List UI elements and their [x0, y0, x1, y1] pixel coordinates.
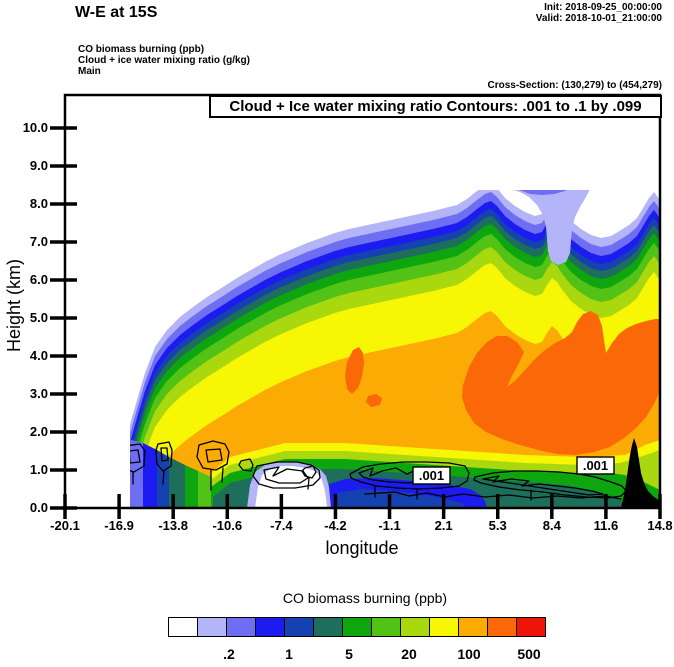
cloud-dot-mid2: [304, 155, 310, 159]
x-tick-label: 5.3: [488, 518, 507, 533]
legend-cell-11: [487, 617, 517, 637]
legend-cell-10: [458, 617, 488, 637]
legend-cell-3: [255, 617, 285, 637]
legend-cell-7: [371, 617, 401, 637]
legend-cell-6: [342, 617, 372, 637]
x-tick-label: 8.4: [542, 518, 561, 533]
legend-label: .2: [223, 646, 235, 662]
x-tick-label: 14.8: [647, 518, 673, 533]
cloud-dot-topleft: [143, 90, 171, 106]
upper-cloud-lavender-west: [377, 114, 533, 175]
left-bump-blue: [65, 363, 95, 458]
field-label-cloud: Cloud + ice water mixing ratio (g/kg): [78, 55, 250, 66]
plot-detail-layers: [65, 90, 660, 508]
legend-label: 1: [285, 646, 293, 662]
cloud-contour-g: [252, 461, 321, 489]
cloud-contour-j: [473, 470, 627, 505]
x-tick-label: -16.9: [104, 518, 134, 533]
legend-cell-1: [197, 617, 227, 637]
y-tick-label: 3.0: [29, 386, 48, 401]
contour-label-box-2: [576, 456, 615, 475]
cloud-contour-h: [301, 465, 317, 490]
y-tick-label: 4.0: [29, 348, 48, 363]
y-tick-label: 8.0: [29, 196, 48, 211]
legend-cell-2: [226, 617, 256, 637]
band-col-lightgreen: [198, 471, 211, 508]
cross-section-label: Cross-Section: (130,279) to (454,279): [487, 80, 662, 91]
cloud-contour-d: [155, 441, 173, 485]
y-tick-label: 9.0: [29, 158, 48, 173]
legend-cell-8: [400, 617, 430, 637]
orange-core-center-small: [366, 394, 382, 407]
upper-cloud-blue-core: [512, 152, 573, 187]
y-tick-label: 10.0: [22, 120, 48, 135]
orange-core-center: [345, 347, 364, 394]
cloud-dot-mid1: [264, 165, 272, 177]
x-tick-label: -10.6: [212, 518, 243, 533]
valid-time: Valid: 2018-10-01_21:00:00: [535, 13, 662, 24]
upper-cloud-periwinkle-core: [519, 190, 567, 195]
y-tick-label: 5.0: [29, 310, 48, 325]
init-time: Init: 2018-09-25_00:00:00: [544, 2, 662, 13]
cloud-contour-e: [196, 440, 230, 491]
cloud-contour-b: [102, 448, 121, 473]
legend-cell-4: [284, 617, 314, 637]
x-tick-label: -20.1: [50, 518, 80, 533]
legend-label: 100: [457, 646, 481, 662]
legend-label: 500: [517, 646, 541, 662]
terrain-silhouette: [621, 438, 660, 508]
left-bump-navy: [65, 375, 89, 449]
y-tick-label: 1.0: [29, 462, 48, 477]
y-tick-label: 6.0: [29, 272, 48, 287]
y-tick-label: 7.0: [29, 234, 48, 249]
band-col-periwinkle: [130, 439, 143, 508]
orange-core-east: [462, 311, 660, 455]
contour-title-box: Cloud + Ice water mixing ratio Contours:…: [209, 95, 662, 118]
field-label-domain: Main: [78, 66, 101, 77]
contour-label-1: .001: [419, 468, 444, 483]
field-label-co: CO biomass burning (ppb): [78, 44, 205, 55]
y-tick-label: 2.0: [29, 424, 48, 439]
legend-cell-9: [429, 617, 459, 637]
x-tick-label: 11.6: [593, 518, 619, 533]
band-col-blue: [143, 443, 157, 508]
x-tick-label: -1.1: [378, 518, 401, 533]
y-tick-label: 0.0: [29, 500, 48, 515]
contour-label-2: .001: [583, 458, 608, 473]
cloud-contour-f: [238, 458, 254, 472]
contour-label-boxes: .001 .001: [412, 456, 615, 485]
legend-label: 5: [345, 646, 353, 662]
x-tick-label: -7.4: [270, 518, 293, 533]
legend-title: CO biomass burning (ppb): [282, 590, 448, 606]
legend-label: 20: [401, 646, 417, 662]
page-title: W-E at 15S: [75, 4, 158, 21]
legend-color-bar: [168, 617, 546, 637]
left-bump-periwinkle: [65, 353, 101, 467]
legend-cell-12: [516, 617, 546, 637]
cloud-contour-k: [364, 491, 622, 500]
x-tick-label: -13.8: [158, 518, 188, 533]
cloud-dot-mid3: [347, 151, 359, 159]
legend-cell-5: [313, 617, 343, 637]
x-tick-label: -4.2: [324, 518, 347, 533]
legend-cell-0: [168, 617, 198, 637]
x-tick-label: 2.1: [434, 518, 453, 533]
left-bump-lavender: [65, 343, 109, 477]
x-axis-title: longitude: [325, 538, 399, 558]
upper-cloud-lavender-east: [513, 190, 590, 265]
contour-label-box-1: [412, 466, 451, 485]
cloud-contour-c: [130, 443, 146, 485]
left-bump-green: [65, 398, 80, 433]
y-axis-title: Height (km): [4, 258, 24, 352]
band-col-green: [185, 465, 198, 508]
